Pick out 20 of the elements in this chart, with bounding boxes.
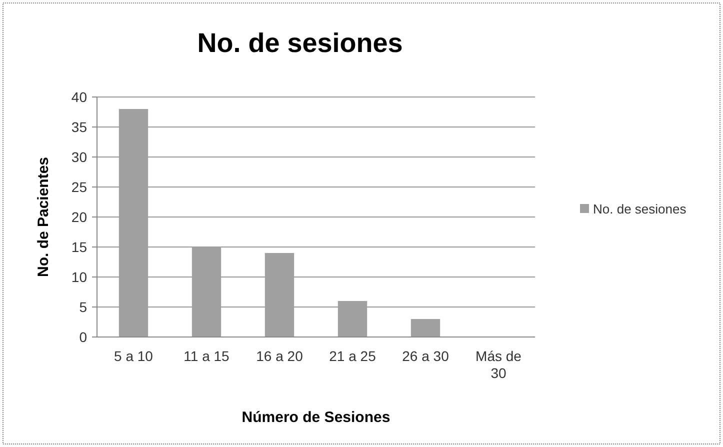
x-tick-label: Más de 30 (476, 348, 522, 381)
x-tick-label: 5 a 10 (114, 348, 154, 364)
y-tick-label: 25 (71, 178, 88, 195)
x-tick-label: 26 a 30 (402, 348, 450, 364)
y-axis-title: No. de Pacientes (35, 156, 52, 278)
x-tick-label: 11 a 15 (184, 348, 230, 364)
y-tick-label: 30 (71, 148, 88, 165)
y-tick-label: 0 (79, 328, 88, 345)
x-axis-title: Número de Sesiones (242, 409, 390, 426)
x-tick-label: 16 a 20 (256, 348, 304, 364)
x-tick-label: 21 a 25 (329, 348, 376, 364)
y-tick-label: 15 (71, 238, 88, 255)
legend-label: No. de sesiones (593, 202, 687, 217)
y-tick-label: 5 (79, 298, 88, 315)
y-tick-label: 40 (71, 88, 88, 105)
chart-title: No. de sesiones (197, 28, 403, 58)
y-tick-label: 35 (71, 118, 88, 135)
bar (410, 319, 440, 337)
y-tick-label: 20 (71, 208, 88, 225)
y-tick-label: 10 (71, 268, 88, 285)
